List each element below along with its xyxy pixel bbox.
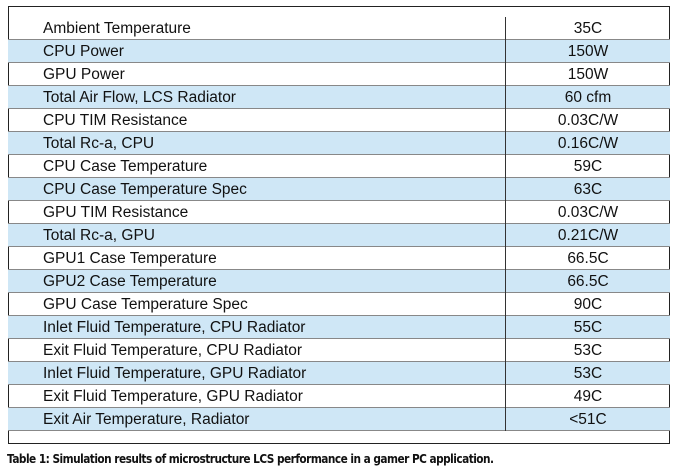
row-label: Exit Air Temperature, Radiator: [43, 410, 250, 428]
row-value: 53C: [505, 361, 670, 385]
row-label: CPU Case Temperature Spec: [43, 180, 247, 198]
table-row: GPU Power 150W: [8, 62, 670, 86]
row-value: 150W: [505, 39, 670, 63]
table-row: GPU2 Case Temperature 66.5C: [8, 269, 670, 293]
row-label: Total Rc-a, GPU: [43, 226, 155, 244]
row-label: CPU TIM Resistance: [43, 111, 188, 129]
row-label: Inlet Fluid Temperature, GPU Radiator: [43, 364, 307, 382]
row-label: Exit Fluid Temperature, CPU Radiator: [43, 341, 303, 359]
table-row: CPU TIM Resistance 0.03C/W: [8, 108, 670, 132]
table-row: CPU Case Temperature Spec 63C: [8, 177, 670, 201]
row-value: 49C: [505, 384, 670, 408]
row-label: Total Rc-a, CPU: [43, 134, 155, 152]
row-label: Ambient Temperature: [43, 19, 191, 37]
table-row: Inlet Fluid Temperature, CPU Radiator 55C: [8, 315, 670, 339]
row-value: 59C: [505, 154, 670, 178]
row-label: Exit Fluid Temperature, GPU Radiator: [43, 387, 303, 405]
row-value: 66.5C: [505, 246, 670, 270]
row-label: GPU2 Case Temperature: [43, 272, 217, 290]
table-row: GPU1 Case Temperature 66.5C: [8, 246, 670, 270]
table-row: Total Air Flow, LCS Radiator 60 cfm: [8, 85, 670, 109]
row-label: GPU Case Temperature Spec: [43, 295, 248, 313]
row-value: 60 cfm: [505, 85, 670, 109]
table-row: Inlet Fluid Temperature, GPU Radiator 53C: [8, 361, 670, 385]
table-row: CPU Case Temperature 59C: [8, 154, 670, 178]
row-value: 66.5C: [505, 269, 670, 293]
table-row: Exit Fluid Temperature, GPU Radiator 49C: [8, 384, 670, 408]
table-row: CPU Power 150W: [8, 39, 670, 63]
table-row: Exit Air Temperature, Radiator <51C: [8, 407, 670, 431]
row-value: 55C: [505, 315, 670, 339]
row-value: 90C: [505, 292, 670, 316]
row-label: Inlet Fluid Temperature, CPU Radiator: [43, 318, 306, 336]
table-row: Total Rc-a, GPU 0.21C/W: [8, 223, 670, 247]
table-row: GPU Case Temperature Spec 90C: [8, 292, 670, 316]
row-label: CPU Power: [43, 42, 124, 60]
row-value: 63C: [505, 177, 670, 201]
row-label: GPU1 Case Temperature: [43, 249, 217, 267]
row-value: <51C: [505, 407, 670, 431]
row-value: 35C: [505, 16, 670, 40]
row-label: GPU Power: [43, 65, 125, 83]
row-value: 0.03C/W: [505, 200, 670, 224]
table-row: GPU TIM Resistance 0.03C/W: [8, 200, 670, 224]
row-value: 0.03C/W: [505, 108, 670, 132]
row-value: 0.16C/W: [505, 131, 670, 155]
row-label: Total Air Flow, LCS Radiator: [43, 88, 236, 106]
caption: Table 1: Simulation results of microstru…: [7, 452, 494, 466]
table-row: Exit Fluid Temperature, CPU Radiator 53C: [8, 338, 670, 362]
row-label: GPU TIM Resistance: [43, 203, 189, 221]
row-value: 0.21C/W: [505, 223, 670, 247]
row-value: 150W: [505, 62, 670, 86]
table-row: Total Rc-a, CPU 0.16C/W: [8, 131, 670, 155]
row-value: 53C: [505, 338, 670, 362]
row-label: CPU Case Temperature: [43, 157, 208, 175]
table-row: Ambient Temperature 35C: [8, 16, 670, 40]
